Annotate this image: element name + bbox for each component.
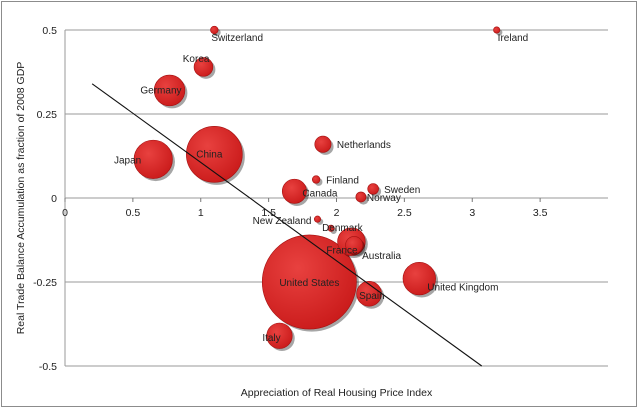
data-label: Ireland <box>498 33 529 44</box>
bubble-canada <box>281 178 307 204</box>
y-axis-title: Real Trade Balance Accumulation as fract… <box>15 62 27 335</box>
data-label: Japan <box>114 155 141 166</box>
trend-line <box>91 83 483 367</box>
x-tick-label: 0.5 <box>126 207 141 219</box>
bubble-italy <box>266 322 293 349</box>
data-label: Canada <box>302 188 337 199</box>
data-label: United States <box>279 278 339 289</box>
data-label: Sweden <box>384 185 420 196</box>
bubble-switzerland <box>210 25 219 35</box>
y-tick-label: -0.5 <box>39 361 57 373</box>
x-axis-title: Appreciation of Real Housing Price Index <box>241 387 433 399</box>
data-label: New Zealand <box>253 216 312 227</box>
bubble-germany <box>153 74 186 107</box>
data-label: Spain <box>359 291 385 302</box>
plot-area: 0.5 0.25 0 -0.25 -0.5 0 0.5 1 1.5 2 2.5 3 3.5 Switzer… <box>33 25 608 373</box>
y-tick-label: 0.25 <box>37 109 58 121</box>
bubble-finland <box>311 175 321 184</box>
x-tick-label: 1.5 <box>261 207 276 219</box>
x-tick-label: 2 <box>334 207 340 219</box>
bubble-sweden <box>367 183 379 195</box>
data-label: United Kingdom <box>427 283 498 294</box>
x-tick-label: 2.5 <box>397 207 412 219</box>
x-tick-label: 1 <box>198 207 204 219</box>
x-tick-label: 3.5 <box>533 207 548 219</box>
data-label: Italy <box>262 333 280 344</box>
bubble-united-kingdom <box>402 262 436 296</box>
y-tick-label: -0.25 <box>33 277 57 289</box>
bubble-ireland <box>493 26 501 34</box>
bubble-new-zealand <box>313 215 321 223</box>
bubble-australia <box>345 236 364 254</box>
bubble-china <box>186 126 243 183</box>
data-label: Australia <box>362 251 401 262</box>
data-label: Germany <box>140 85 181 96</box>
data-label: Norway <box>367 193 401 204</box>
data-label: Korea <box>183 54 210 65</box>
data-label: Switzerland <box>211 33 263 44</box>
data-label: Finland <box>326 176 359 187</box>
bubble-japan <box>133 139 173 179</box>
data-label: France <box>326 246 358 257</box>
data-label: Netherlands <box>337 140 391 151</box>
data-label: Denmark <box>322 223 364 234</box>
bubble-netherlands <box>314 135 332 153</box>
bubble-norway <box>355 191 367 203</box>
y-tick-label: 0.5 <box>42 25 57 37</box>
data-label: China <box>196 149 223 160</box>
bubble-korea <box>193 57 214 77</box>
x-tick-label: 3 <box>469 207 475 219</box>
bubble-denmark <box>327 224 335 232</box>
x-tick-label: 0 <box>62 207 68 219</box>
y-tick-label: 0 <box>51 193 57 205</box>
